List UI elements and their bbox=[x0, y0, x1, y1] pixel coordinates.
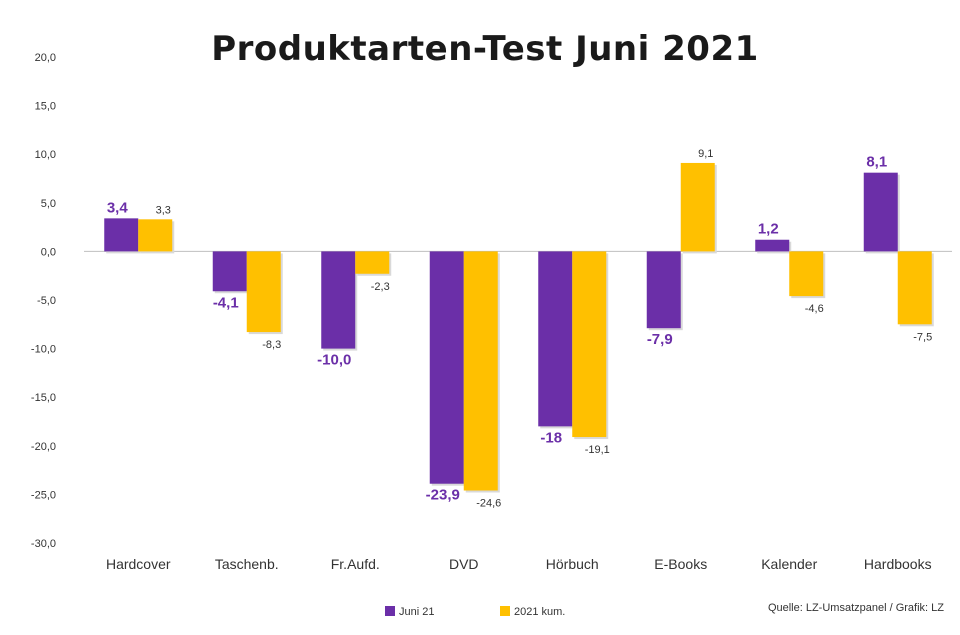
x-tick-label: Hörbuch bbox=[546, 556, 599, 572]
data-label: 1,2 bbox=[758, 221, 779, 238]
bar-juni21-2 bbox=[321, 251, 356, 349]
bar-juni21-4 bbox=[538, 251, 573, 427]
data-label: -7,9 bbox=[647, 331, 673, 348]
y-tick-label: -15,0 bbox=[31, 392, 56, 404]
y-tick-label: 20,0 bbox=[35, 52, 56, 64]
bar-kum-3 bbox=[463, 251, 498, 491]
y-tick-label: 0,0 bbox=[41, 246, 56, 258]
bar-kum-6 bbox=[789, 251, 824, 297]
data-label: -18 bbox=[540, 429, 562, 446]
bar-kum-0 bbox=[138, 219, 173, 252]
y-tick-label: -25,0 bbox=[31, 489, 56, 501]
y-tick-label: 5,0 bbox=[41, 198, 56, 210]
y-tick-label: -20,0 bbox=[31, 441, 56, 453]
bar-kum-7 bbox=[897, 251, 932, 325]
y-tick-label: 15,0 bbox=[35, 101, 56, 113]
y-tick-label: -10,0 bbox=[31, 344, 56, 356]
bar-juni21-0 bbox=[104, 218, 139, 252]
data-label: -8,3 bbox=[262, 339, 281, 351]
data-label: 8,1 bbox=[866, 154, 887, 171]
x-tick-label: DVD bbox=[449, 556, 479, 572]
data-label: -23,9 bbox=[426, 487, 460, 504]
x-tick-label: Kalender bbox=[761, 556, 817, 572]
data-label: -7,5 bbox=[913, 331, 932, 343]
legend-swatch-series-1 bbox=[385, 606, 395, 616]
data-label: 9,1 bbox=[698, 148, 713, 160]
bar-kum-1 bbox=[246, 251, 281, 333]
bar-juni21-1 bbox=[212, 251, 247, 292]
data-label: -4,6 bbox=[805, 303, 824, 315]
bar-juni21-7 bbox=[863, 172, 898, 252]
data-label: -10,0 bbox=[317, 352, 351, 369]
bar-juni21-5 bbox=[646, 251, 681, 329]
data-label: 3,4 bbox=[107, 199, 129, 216]
legend-swatch-series-2 bbox=[500, 606, 510, 616]
bar-kum-4 bbox=[572, 251, 607, 438]
bar-juni21-3 bbox=[429, 251, 464, 484]
legend-label-series-1: Juni 21 bbox=[399, 606, 434, 618]
data-label: -4,1 bbox=[213, 294, 239, 311]
x-tick-label: Taschenb. bbox=[215, 556, 279, 572]
x-tick-label: Fr.Aufd. bbox=[331, 556, 380, 572]
y-tick-label: -5,0 bbox=[37, 295, 56, 307]
y-tick-label: 10,0 bbox=[35, 149, 56, 161]
data-label: -19,1 bbox=[585, 444, 610, 456]
bar-juni21-6 bbox=[755, 239, 790, 252]
x-tick-label: E-Books bbox=[654, 556, 707, 572]
x-tick-label: Hardbooks bbox=[864, 556, 932, 572]
data-label: 3,3 bbox=[156, 204, 171, 216]
bar-kum-2 bbox=[355, 251, 390, 274]
y-tick-label: -30,0 bbox=[31, 538, 56, 550]
x-tick-label: Hardcover bbox=[106, 556, 171, 572]
data-label: -24,6 bbox=[476, 498, 501, 510]
chart-title: Produktarten-Test Juni 2021 bbox=[211, 29, 759, 69]
source-note: Quelle: LZ-Umsatzpanel / Grafik: LZ bbox=[768, 602, 944, 614]
legend-label-series-2: 2021 kum. bbox=[514, 606, 565, 618]
bar-kum-5 bbox=[680, 162, 715, 252]
data-label: -2,3 bbox=[371, 281, 390, 293]
